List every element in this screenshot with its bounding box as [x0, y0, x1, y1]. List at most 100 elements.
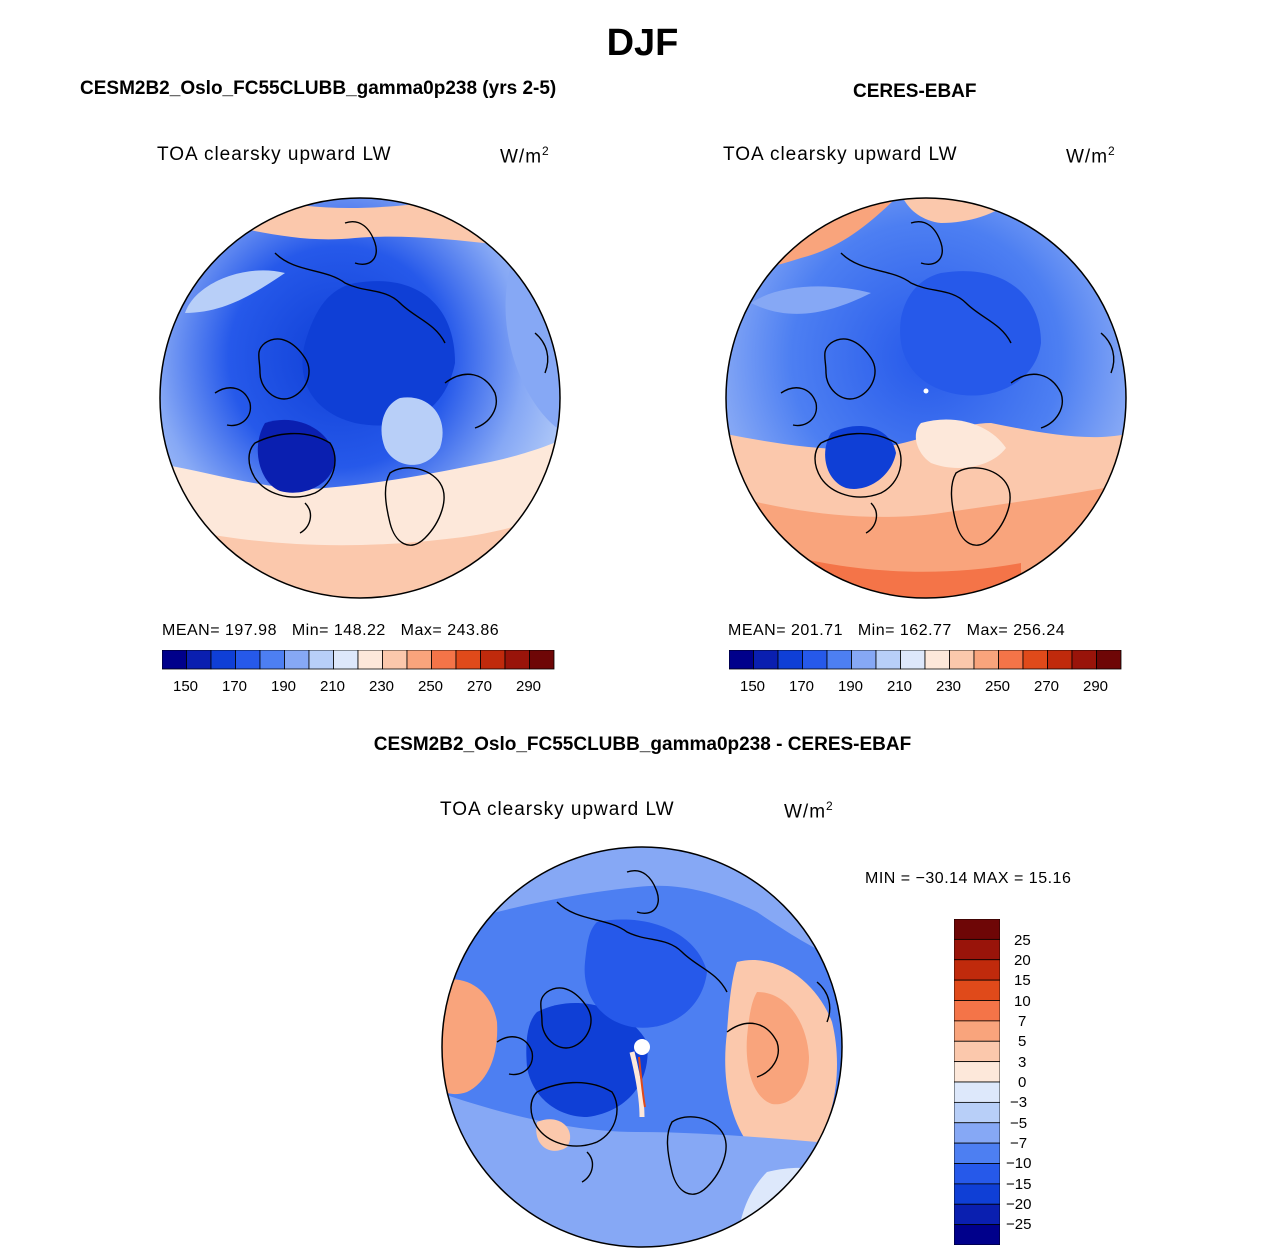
colorbar-swatch [333, 650, 359, 670]
tick-label: 7 [1018, 1013, 1027, 1030]
tick-label: 290 [1083, 678, 1109, 695]
colorbar-swatch [1096, 650, 1122, 670]
tick-label: 190 [271, 678, 297, 695]
colorbar-swatch [954, 959, 1000, 981]
colorbar-swatch [851, 650, 877, 670]
main-title: DJF [606, 22, 679, 64]
colorbar-swatch [210, 650, 236, 670]
colorbar-obs [729, 650, 1122, 670]
colorbar-swatch [1022, 650, 1048, 670]
variable-label-model: TOA clearsky upward LW [157, 144, 392, 165]
tick-label: 20 [1014, 952, 1031, 969]
variable-label-obs: TOA clearsky upward LW [723, 144, 958, 165]
tick-label: −3 [1010, 1094, 1028, 1111]
colorbar-swatch [954, 1040, 1000, 1063]
colorbar-swatch [954, 1183, 1000, 1205]
colorbar-swatch [455, 650, 481, 670]
units-label-obs: W/m2 [1066, 144, 1116, 168]
colorbar-swatch [954, 938, 1000, 961]
colorbar-swatch [186, 650, 212, 670]
tick-label: 270 [467, 678, 493, 695]
tick-label: −15 [1006, 1176, 1032, 1193]
tick-label: 5 [1018, 1033, 1027, 1050]
polar-map-obs [725, 197, 1127, 599]
colorbar-diff [954, 919, 1000, 1245]
colorbar-swatch [406, 650, 432, 670]
tick-label: 290 [516, 678, 542, 695]
colorbar-swatch [753, 650, 779, 670]
tick-label: 230 [936, 678, 962, 695]
colorbar-swatch [998, 650, 1024, 670]
colorbar-swatch [875, 650, 901, 670]
tick-label: −20 [1006, 1196, 1032, 1213]
colorbar-swatch [729, 650, 754, 670]
colorbar-model [162, 650, 555, 670]
colorbar-swatch [235, 650, 261, 670]
colorbar-swatch [973, 650, 999, 670]
colorbar-swatch [529, 650, 555, 670]
colorbar-swatch [954, 1163, 1000, 1185]
units-label-diff: W/m2 [784, 799, 834, 823]
tick-label: 210 [887, 678, 913, 695]
colorbar-swatch [900, 650, 926, 670]
colorbar-swatch [954, 1081, 1000, 1103]
colorbar-ticks-model: 150 170 190 210 230 250 270 290 [162, 678, 556, 698]
stats-model: MEAN= 197.98 Min= 148.22 Max= 243.86 [162, 622, 500, 639]
colorbar-swatch [954, 979, 1000, 1001]
tick-label: 170 [222, 678, 248, 695]
tick-label: 25 [1014, 932, 1031, 949]
colorbar-swatch [382, 650, 408, 670]
colorbar-swatch [480, 650, 506, 670]
tick-label: 150 [173, 678, 199, 695]
panel-title-diff: CESM2B2_Oslo_FC55CLUBB_gamma0p238 - CERE… [373, 734, 912, 755]
colorbar-swatch [802, 650, 828, 670]
colorbar-swatch [924, 650, 950, 670]
colorbar-swatch [954, 1142, 1000, 1164]
colorbar-swatch [954, 1224, 1000, 1245]
tick-label: −5 [1010, 1115, 1028, 1132]
variable-label-diff: TOA clearsky upward LW [440, 799, 675, 820]
colorbar-swatch [777, 650, 803, 670]
tick-label: 190 [838, 678, 864, 695]
tick-label: 150 [740, 678, 766, 695]
colorbar-swatch [504, 650, 530, 670]
colorbar-swatch [284, 650, 310, 670]
colorbar-swatch [954, 1020, 1000, 1042]
tick-label: 210 [320, 678, 346, 695]
tick-label: 15 [1014, 972, 1031, 989]
tick-label: 250 [418, 678, 444, 695]
colorbar-swatch [431, 650, 457, 670]
colorbar-swatch [259, 650, 285, 670]
colorbar-swatch [954, 1101, 1000, 1124]
tick-label: 230 [369, 678, 395, 695]
colorbar-swatch [357, 650, 383, 670]
colorbar-swatch [1047, 650, 1073, 670]
tick-label: 3 [1018, 1054, 1027, 1071]
colorbar-swatch [954, 1000, 1000, 1022]
colorbar-swatch [954, 1122, 1000, 1144]
panel-title-obs: CERES-EBAF [853, 81, 977, 102]
polar-map-diff [441, 846, 843, 1248]
colorbar-swatch [949, 650, 975, 670]
tick-label: 170 [789, 678, 815, 695]
panel-title-model: CESM2B2_Oslo_FC55CLUBB_gamma0p238 (yrs 2… [80, 78, 557, 99]
colorbar-ticks-obs: 150 170 190 210 230 250 270 290 [729, 678, 1123, 698]
tick-label: 270 [1034, 678, 1060, 695]
stats-obs: MEAN= 201.71 Min= 162.77 Max= 256.24 [728, 622, 1066, 639]
minmax-diff: MIN = −30.14 MAX = 15.16 [865, 870, 1072, 887]
colorbar-swatch [954, 919, 1000, 940]
colorbar-swatch [954, 1203, 1000, 1226]
tick-label: 10 [1014, 993, 1031, 1010]
colorbar-swatch [162, 650, 187, 670]
units-label-model: W/m2 [500, 144, 550, 168]
polar-map-model [159, 197, 561, 599]
tick-label: −7 [1010, 1135, 1028, 1152]
tick-label: −25 [1006, 1216, 1032, 1233]
colorbar-diff-ticks: 25 20 15 10 7 5 3 0 −3 −5 −7 −10 −15 −20… [1006, 919, 1070, 1245]
tick-label: 250 [985, 678, 1011, 695]
tick-label: 0 [1018, 1074, 1027, 1091]
colorbar-swatch [308, 650, 334, 670]
colorbar-swatch [954, 1061, 1000, 1083]
colorbar-swatch [826, 650, 852, 670]
tick-label: −10 [1006, 1155, 1032, 1172]
